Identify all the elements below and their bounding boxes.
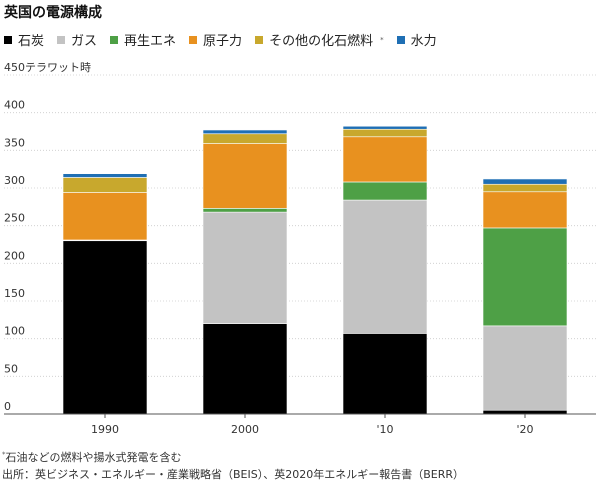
legend-item: その他の化石燃料 * [255, 30, 384, 49]
bar-segment [342, 199, 428, 334]
legend-footnote-marker: * [380, 35, 384, 44]
legend-item: 再生エネ [110, 30, 176, 49]
legend-swatch [396, 35, 405, 44]
legend-item: 原子力 [189, 30, 242, 49]
legend-swatch [57, 35, 66, 44]
bar-segment [342, 128, 428, 138]
legend-item: 石炭 [4, 30, 44, 49]
y-tick-label: 0 [4, 400, 11, 413]
y-tick-label: 250 [4, 212, 25, 225]
x-tick-label: 1990 [91, 423, 119, 436]
bar-segment [482, 183, 568, 193]
bar-segment [62, 173, 148, 178]
bar-segment [62, 177, 148, 193]
y-tick-label: 450テラワット時 [4, 61, 91, 74]
x-tick-label: 2000 [231, 423, 259, 436]
x-tick-label: '10 [376, 423, 393, 436]
bars [62, 125, 568, 415]
bar-segment [202, 211, 288, 324]
bar-segment [62, 240, 148, 415]
legend-label: 石炭 [18, 34, 45, 49]
bar-segment [482, 325, 568, 411]
legend-swatch [255, 35, 264, 44]
source-note: 出所：英ビジネス・エネルギー・産業戦略省（BEIS）、英2020年エネルギー報告… [2, 468, 464, 481]
bar-segment [202, 143, 288, 209]
legend-swatch [189, 35, 198, 44]
bar-segment [482, 178, 568, 185]
axis: 0 50 100 150 200 250 300 350 400 450テラワット時 1990 200… [4, 61, 596, 436]
bar-segment [342, 125, 428, 130]
bar-segment [342, 136, 428, 183]
bar-segment [62, 192, 148, 241]
legend-label: 再生エネ [124, 34, 177, 49]
chart-plot: 0 50 100 150 200 250 300 350 400 450テラワット時 1990 200… [4, 61, 596, 436]
legend-swatch [110, 35, 119, 44]
bar-segment [482, 227, 568, 327]
bar-segment [482, 409, 568, 415]
footnote: *石油などの燃料や揚水式発電を含む [2, 449, 182, 465]
chart-title: 英国の電源構成 [4, 5, 102, 21]
x-tick-label: '20 [516, 423, 533, 436]
y-tick-label: 400 [4, 99, 25, 112]
y-tick-label: 300 [4, 174, 25, 187]
y-tick-label: 200 [4, 249, 25, 262]
footnote-marker: * [2, 450, 6, 459]
bar-segment [482, 191, 568, 229]
legend-item: ガス [57, 30, 97, 49]
footnote-text: 石油などの燃料や揚水式発電を含む [5, 451, 182, 464]
legend-label: 原子力 [203, 34, 243, 49]
bar-segment [202, 133, 288, 144]
legend-swatch [4, 35, 12, 44]
legend-label: その他の化石燃料 [269, 34, 374, 49]
y-tick-label: 50 [4, 362, 18, 375]
y-tick-label: 350 [4, 136, 25, 149]
legend-label: ガス [71, 34, 98, 49]
bar-segment [202, 129, 288, 135]
chart-legend: 石炭 ガス 再生エネ 原子力 その他の化石燃料 * 水力 [4, 30, 437, 49]
y-tick-label: 150 [4, 287, 25, 300]
legend-item: 水力 [396, 30, 437, 49]
bar-segment [342, 181, 428, 201]
bar-segment [202, 323, 288, 415]
legend-label: 水力 [410, 34, 437, 49]
bar-segment [202, 208, 288, 213]
y-tick-label: 100 [4, 325, 25, 338]
bar-segment [342, 333, 428, 415]
